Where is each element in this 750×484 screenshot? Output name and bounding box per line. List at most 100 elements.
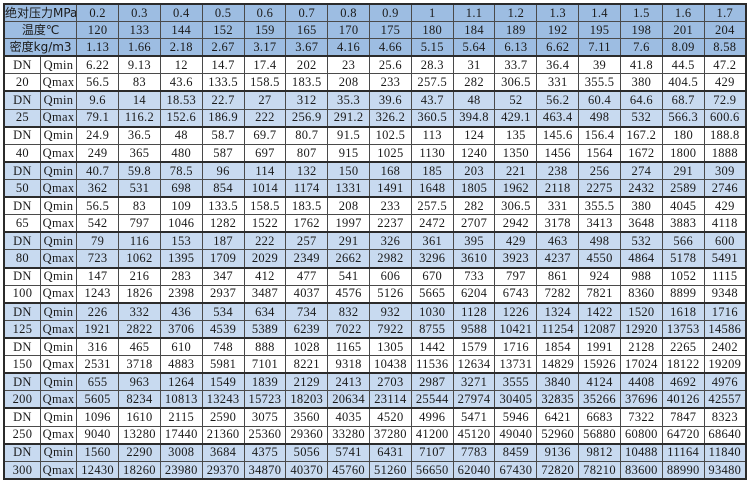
header-value-absolute-pressure-15: 1.7: [703, 3, 747, 23]
cell-dn100-qmax-15: 9348: [703, 284, 747, 304]
cell-dn125-qmax-15: 14586: [703, 319, 747, 339]
cell-dn150-qmax-3: 5981: [201, 355, 245, 374]
data-row-dn80-qmin: DN Qmin 79 116 153 187 222 257 291 326 361 395 429 46…: [3, 231, 747, 251]
cell-dn125-qmin-15: 1716: [703, 301, 747, 321]
dn-label-65: DN: [3, 196, 41, 216]
cell-dn150-qmin-9: 1579: [452, 336, 496, 357]
flow-type-qmin: Qmin: [39, 336, 78, 357]
cell-dn65-qmax-1: 797: [118, 214, 161, 233]
cell-dn50-qmin-11: 238: [536, 160, 580, 180]
cell-dn25-qmax-14: 566.3: [661, 108, 705, 128]
table-body: 绝对压力MPa 0.2 0.3 0.4 0.5 0.6 0.7 0.8 0.9 1 1.1 1.2 1.…: [3, 3, 747, 480]
cell-dn125-qmin-7: 932: [368, 301, 412, 321]
cell-dn80-qmax-14: 5178: [661, 249, 705, 269]
header-value-density-14: 8.09: [661, 38, 705, 57]
header-value-density-8: 5.15: [410, 38, 454, 57]
cell-dn25-qmin-13: 64.6: [619, 90, 663, 110]
cell-dn250-qmax-12: 56880: [578, 425, 621, 445]
cell-dn200-qmin-3: 1549: [201, 372, 245, 392]
header-label-temperature: 温度℃: [3, 21, 78, 40]
cell-dn20-qmax-14: 404.5: [661, 73, 705, 92]
cell-dn65-qmax-8: 2472: [410, 214, 454, 233]
cell-dn25-qmin-12: 60.4: [578, 90, 621, 110]
cell-dn125-qmax-13: 12920: [619, 319, 663, 339]
cell-dn25-qmin-5: 312: [285, 90, 329, 110]
cell-dn150-qmin-1: 465: [118, 336, 161, 357]
cell-dn125-qmin-0: 226: [76, 301, 120, 321]
header-value-absolute-pressure-14: 1.6: [661, 3, 705, 23]
cell-dn100-qmin-6: 541: [327, 266, 370, 286]
dn-label-80: DN: [3, 231, 41, 251]
cell-dn50-qmax-8: 1648: [410, 178, 454, 198]
cell-dn20-qmin-5: 202: [285, 55, 329, 75]
cell-dn100-qmax-8: 5665: [410, 284, 454, 304]
cell-dn300-qmax-12: 78210: [578, 460, 621, 480]
cell-dn80-qmax-8: 3296: [410, 249, 454, 269]
cell-dn150-qmax-5: 8221: [285, 355, 329, 374]
header-value-temperature-8: 180: [410, 21, 454, 40]
cell-dn40-qmax-6: 915: [327, 143, 370, 163]
cell-dn20-qmax-2: 43.6: [159, 73, 203, 92]
cell-dn125-qmax-1: 2822: [118, 319, 161, 339]
cell-dn250-qmax-1: 13280: [118, 425, 161, 445]
header-value-temperature-1: 133: [118, 21, 161, 40]
cell-dn20-qmax-8: 257.5: [410, 73, 454, 92]
cell-dn125-qmax-4: 5389: [243, 319, 287, 339]
cell-dn50-qmin-9: 203: [452, 160, 496, 180]
cell-dn250-qmin-10: 5946: [494, 407, 538, 427]
cell-dn40-qmin-5: 80.7: [285, 125, 329, 145]
cell-dn40-qmax-7: 1025: [368, 143, 412, 163]
cell-dn50-qmin-4: 114: [243, 160, 287, 180]
flow-type-qmin: Qmin: [39, 196, 78, 216]
data-row-dn300-qmax: 300 Qmax 12430 18260 23980 29370 34870 40370 457…: [3, 460, 747, 480]
data-row-dn300-qmin: DN Qmin 1560 2290 3008 3684 4375 5056 5741 6431 71…: [3, 442, 747, 462]
cell-dn200-qmax-1: 8234: [118, 390, 161, 409]
header-value-temperature-13: 198: [619, 21, 663, 40]
cell-dn40-qmax-11: 1456: [536, 143, 580, 163]
cell-dn25-qmin-11: 56.2: [536, 90, 580, 110]
cell-dn65-qmin-15: 429: [703, 196, 747, 216]
cell-dn100-qmax-1: 1826: [118, 284, 161, 304]
header-value-density-3: 2.67: [201, 38, 245, 57]
cell-dn20-qmax-6: 208: [327, 73, 370, 92]
cell-dn150-qmin-4: 888: [243, 336, 287, 357]
cell-dn65-qmax-9: 2707: [452, 214, 496, 233]
cell-dn200-qmin-9: 3271: [452, 372, 496, 392]
cell-dn300-qmax-14: 88990: [661, 460, 705, 480]
cell-dn125-qmax-8: 8755: [410, 319, 454, 339]
header-value-absolute-pressure-7: 0.9: [368, 3, 412, 23]
header-label-density: 密度kg/m3: [3, 38, 78, 57]
cell-dn25-qmax-3: 186.9: [201, 108, 245, 128]
cell-dn25-qmin-4: 27: [243, 90, 287, 110]
cell-dn150-qmax-9: 12634: [452, 355, 496, 374]
cell-dn20-qmax-9: 282: [452, 73, 496, 92]
cell-dn20-qmax-12: 355.5: [578, 73, 621, 92]
cell-dn150-qmin-3: 748: [201, 336, 245, 357]
cell-dn50-qmin-0: 40.7: [76, 160, 120, 180]
cell-dn40-qmin-3: 58.7: [201, 125, 245, 145]
cell-dn250-qmin-2: 2115: [159, 407, 203, 427]
cell-dn250-qmax-4: 25360: [243, 425, 287, 445]
cell-dn200-qmax-2: 10813: [159, 390, 203, 409]
cell-dn300-qmin-10: 8459: [494, 442, 538, 462]
cell-dn200-qmin-5: 2129: [285, 372, 329, 392]
cell-dn125-qmin-12: 1422: [578, 301, 621, 321]
cell-dn50-qmin-12: 256: [578, 160, 621, 180]
cell-dn65-qmin-9: 282: [452, 196, 496, 216]
cell-dn100-qmax-3: 2937: [201, 284, 245, 304]
cell-dn125-qmax-2: 3706: [159, 319, 203, 339]
cell-dn40-qmax-14: 1800: [661, 143, 705, 163]
cell-dn200-qmax-10: 30405: [494, 390, 538, 409]
cell-dn125-qmin-10: 1226: [494, 301, 538, 321]
cell-dn25-qmax-4: 222: [243, 108, 287, 128]
dn-size-40: 40: [3, 143, 41, 163]
cell-dn50-qmax-7: 1491: [368, 178, 412, 198]
flow-type-qmax: Qmax: [39, 108, 78, 128]
cell-dn65-qmin-8: 257.5: [410, 196, 454, 216]
header-row-absolute-pressure: 绝对压力MPa 0.2 0.3 0.4 0.5 0.6 0.7 0.8 0.9 1 1.1 1.2 1.…: [3, 3, 747, 23]
cell-dn200-qmin-10: 3555: [494, 372, 538, 392]
flow-type-qmin: Qmin: [39, 301, 78, 321]
cell-dn100-qmax-11: 7282: [536, 284, 580, 304]
cell-dn250-qmax-11: 52960: [536, 425, 580, 445]
dn-size-80: 80: [3, 249, 41, 269]
